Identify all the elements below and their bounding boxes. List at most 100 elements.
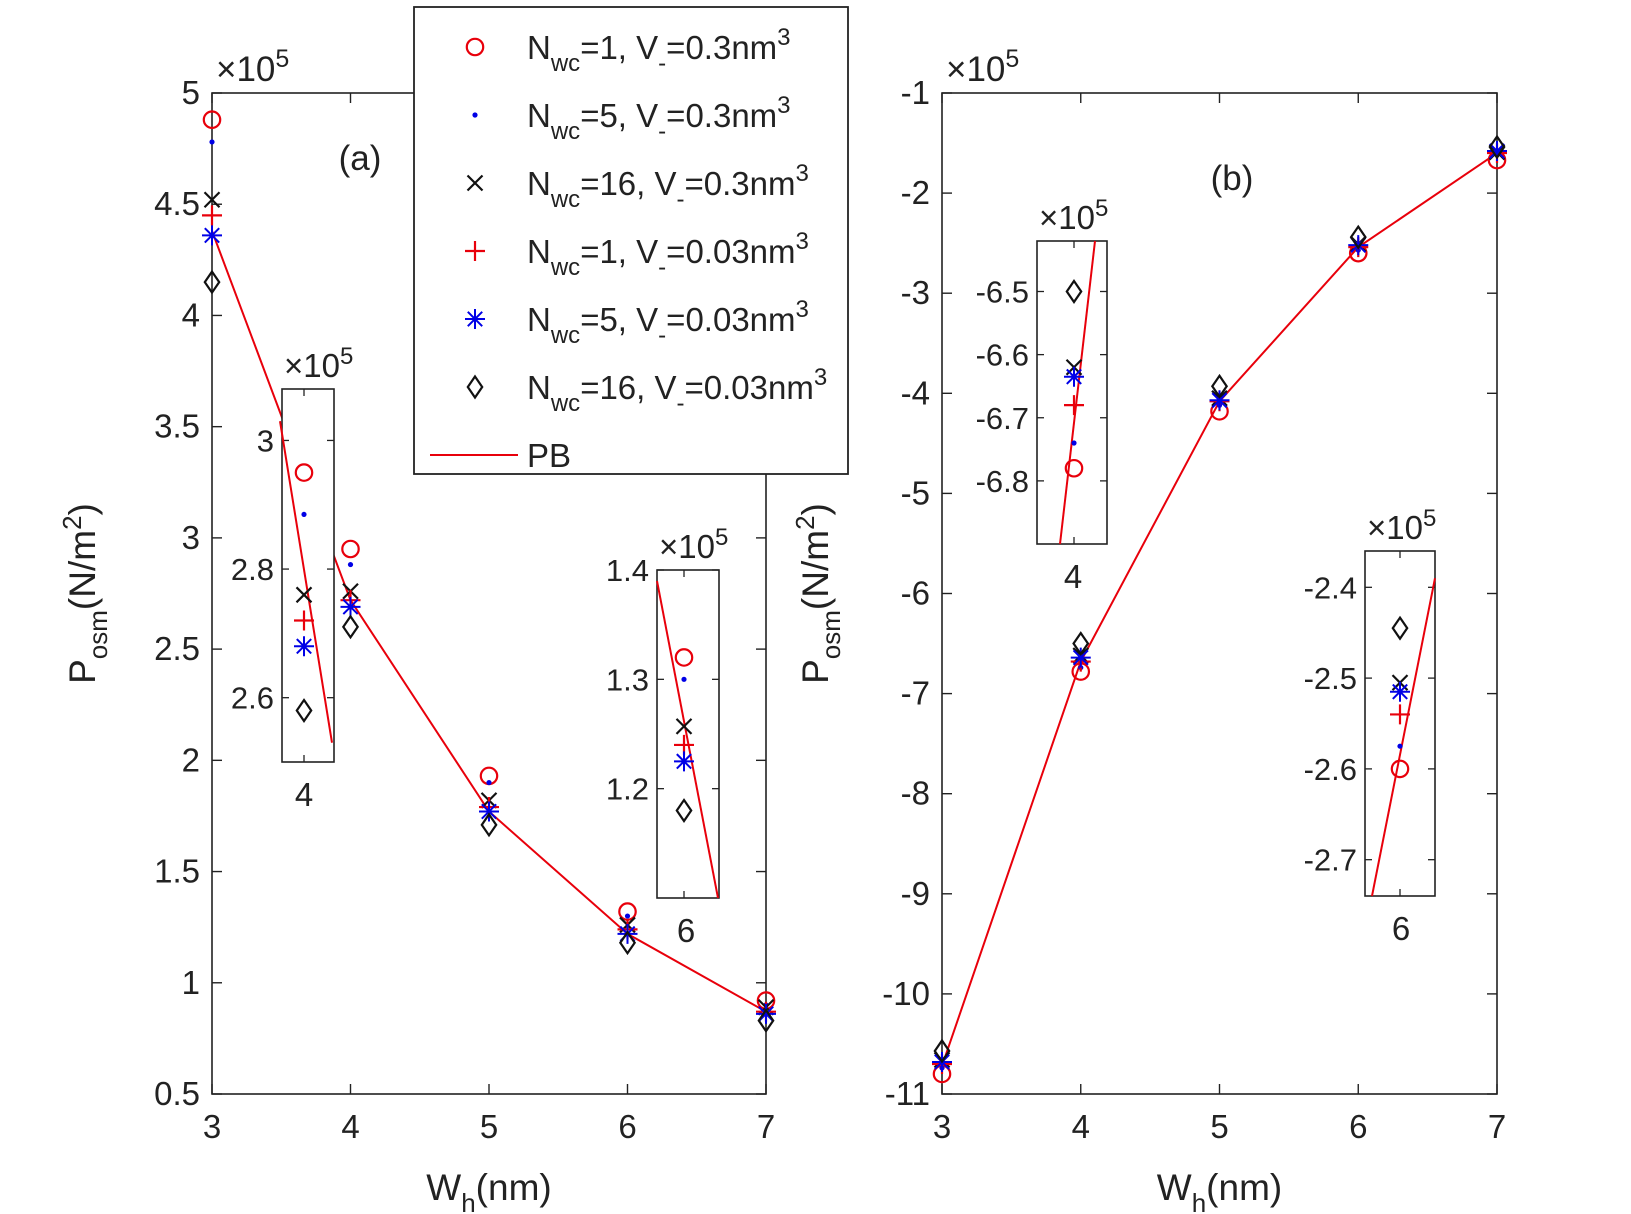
- panel-label: (b): [1211, 159, 1254, 198]
- inset-y-tick-label: -2.5: [1304, 661, 1357, 696]
- legend-marker-x: [466, 174, 484, 192]
- legend-entry-label: Nwc=1, V-=0.3nm3: [527, 24, 791, 77]
- data-point-*: [202, 225, 222, 246]
- data-point-d: [933, 1038, 951, 1064]
- inset-y-tick-label: -2.6: [1304, 752, 1357, 787]
- data-point-*: [1348, 235, 1369, 256]
- inset-point-x: [295, 586, 313, 604]
- x-tick-label: 7: [1488, 1108, 1506, 1145]
- data-point-d: [203, 269, 221, 295]
- inset-y-tick-label: -2.7: [1304, 843, 1357, 878]
- inset-y-tick-label: 1.4: [606, 553, 649, 588]
- data-point-+: [202, 205, 222, 226]
- y-tick-label: 4.5: [154, 185, 200, 222]
- inset-y-tick-label: 1.2: [606, 772, 649, 807]
- y-tick-label: -11: [885, 1075, 930, 1112]
- x-tick-label: 4: [1072, 1108, 1090, 1145]
- inset-point-o: [294, 463, 314, 482]
- exponent-label: ×105: [216, 45, 289, 89]
- x-tick-label: 3: [933, 1108, 951, 1145]
- inset-point-+: [294, 610, 314, 631]
- inset-y-tick-label: -6.8: [976, 464, 1029, 499]
- y-tick-label: -1: [901, 74, 930, 111]
- inset-y-tick-label: -6.5: [976, 275, 1029, 310]
- legend-entry-label: Nwc=5, V-=0.3nm3: [527, 92, 791, 145]
- y-tick-label: -7: [901, 675, 930, 712]
- inset-a4: 2.6 2.8 3 4 ×105: [231, 343, 353, 813]
- data-point-o: [202, 110, 222, 129]
- data-point-dot: [486, 779, 492, 786]
- y-axis-label: Posm(N/m2): [57, 503, 113, 684]
- inset-point-*: [674, 751, 694, 772]
- inset-pb-line: [1371, 578, 1436, 897]
- x-axis-label: Wh(nm): [426, 1167, 551, 1214]
- inset-point-d: [1391, 615, 1409, 641]
- panel-b-chart: 3 4 5 6 7 -11 -10 -9 -8 -7 -6 -5 -4 -3 -2 -1 ×105 Wh(nm) P…: [790, 45, 1507, 1214]
- inset-point-x: [675, 718, 693, 735]
- y-tick-label: 5: [182, 74, 200, 111]
- y-tick-label: -3: [901, 274, 930, 311]
- inset-a6: 1.2 1.3 1.4 6 ×105: [606, 524, 728, 949]
- inset-y-tick-label: 1.3: [606, 662, 649, 697]
- inset-y-tick-label: -2.4: [1304, 570, 1357, 605]
- data-point-*: [1209, 390, 1230, 411]
- legend-entry-label: Nwc=1, V-=0.03nm3: [527, 228, 809, 281]
- inset-frame: [1036, 240, 1108, 545]
- y-tick-label: -2: [901, 174, 930, 211]
- data-point-d: [1349, 224, 1367, 250]
- exponent-label: ×105: [946, 45, 1019, 89]
- inset-point-*: [294, 636, 314, 657]
- inset-pb-line: [1059, 240, 1096, 545]
- inset-x-tick-label: 6: [1392, 910, 1410, 947]
- y-tick-label: 3.5: [154, 408, 200, 445]
- x-tick-label: 6: [1349, 1108, 1367, 1145]
- inset-point-d: [1065, 279, 1083, 304]
- y-tick-label: -5: [901, 474, 930, 511]
- inset-pb-line: [279, 420, 333, 743]
- y-tick-label: -9: [901, 875, 930, 912]
- data-point-*: [1487, 141, 1507, 162]
- inset-y-tick-label: 2.8: [231, 552, 274, 587]
- legend-marker-d: [466, 374, 484, 400]
- y-tick-label: -8: [901, 775, 930, 812]
- data-point-dot: [209, 139, 215, 145]
- legend-entry-label: PB: [527, 437, 571, 474]
- inset-x-tick-label: 4: [295, 776, 313, 813]
- legend-entry-label: Nwc=16, V-=0.03nm3: [527, 364, 827, 417]
- data-point-d: [341, 614, 360, 640]
- inset-frame: [656, 569, 720, 899]
- data-point-d: [1072, 631, 1090, 656]
- inset-point-*: [1064, 366, 1084, 387]
- inset-point-*: [1390, 681, 1410, 702]
- legend: Nwc=1, V-=0.3nm3 Nwc=5, V-=0.3nm3 Nwc=16, …: [413, 6, 849, 475]
- x-tick-label: 7: [757, 1108, 775, 1145]
- inset-x-tick-label: 4: [1064, 558, 1082, 595]
- inset-point-dot: [301, 511, 307, 518]
- panel-label: (a): [339, 139, 382, 178]
- x-axis-label: Wh(nm): [1157, 1167, 1282, 1214]
- data-point-*: [340, 596, 361, 617]
- legend-entry-label: Nwc=5, V-=0.03nm3: [527, 296, 809, 349]
- inset-exponent-label: ×105: [659, 524, 728, 565]
- y-tick-label: 0.5: [154, 1075, 200, 1112]
- inset-b6: -2.7 -2.6 -2.5 -2.4 6 ×105: [1304, 505, 1437, 947]
- legend-entry-label: Nwc=16, V-=0.3nm3: [527, 160, 809, 213]
- y-tick-label: 2.5: [154, 630, 200, 667]
- y-tick-label: 2: [182, 741, 200, 778]
- data-point-d: [480, 812, 498, 838]
- inset-exponent-label: ×105: [1039, 195, 1108, 236]
- y-tick-label: -6: [901, 575, 930, 612]
- inset-point-o: [1390, 759, 1410, 779]
- data-point-x: [203, 191, 221, 209]
- legend-marker-dot: [472, 112, 478, 118]
- data-point-d: [757, 1008, 775, 1034]
- data-point-dot: [347, 561, 354, 568]
- inset-y-tick-label: -6.6: [976, 338, 1029, 373]
- data-point-d: [1488, 134, 1506, 160]
- inset-point-dot: [1397, 743, 1403, 749]
- x-tick-label: 3: [203, 1108, 221, 1145]
- inset-pb-line: [656, 580, 719, 899]
- legend-marker-*: [465, 309, 485, 329]
- x-tick-label: 4: [341, 1108, 359, 1145]
